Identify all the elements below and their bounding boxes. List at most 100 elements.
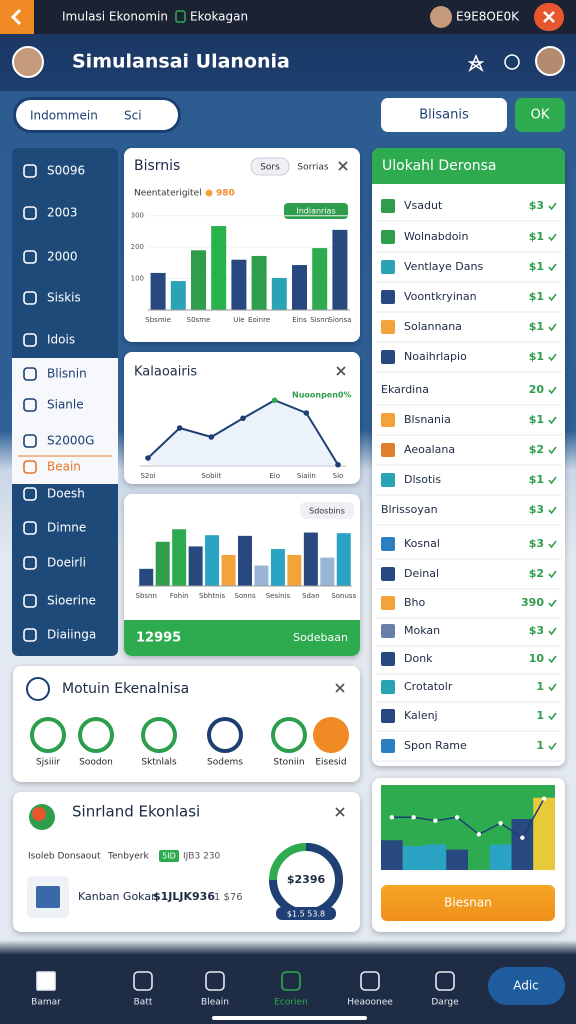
row-name[interactable]: Voontkryinan (404, 290, 477, 303)
row-icon (381, 320, 395, 334)
trend-point (145, 455, 151, 461)
module-icon[interactable] (207, 717, 243, 753)
sidebar-item[interactable]: 2000 (47, 250, 78, 264)
row-name[interactable]: Kalenj (404, 709, 438, 722)
sidebar-item[interactable]: Beain (47, 460, 81, 474)
sidebar-item[interactable]: Diaiinga (47, 628, 96, 642)
info-icon[interactable] (504, 54, 520, 70)
row-icon (381, 290, 395, 304)
sidebar-icon (23, 333, 37, 347)
row-name[interactable]: Deinal (404, 567, 439, 580)
module-icon[interactable] (271, 717, 307, 753)
nav-icon[interactable] (360, 971, 380, 991)
card-title: Motuin Ekenalnisa (62, 681, 189, 697)
nav-label[interactable]: Batt (134, 998, 153, 1008)
close-icon[interactable] (335, 807, 345, 817)
row-name[interactable]: Crotatolr (404, 680, 453, 693)
module-icon[interactable] (141, 717, 177, 753)
share-icon[interactable] (467, 54, 485, 73)
overview-line (391, 798, 545, 839)
row-name[interactable]: Kosnal (404, 537, 440, 550)
check-icon (548, 506, 557, 515)
nav-action-label[interactable]: Adic (513, 979, 539, 993)
module-icon[interactable] (78, 717, 114, 753)
check-icon (548, 446, 557, 455)
row-name[interactable]: Dlsotis (404, 473, 441, 486)
nav-icon[interactable] (435, 971, 455, 991)
x-tick-label: Uie (233, 316, 244, 324)
sidebar-icon (23, 460, 37, 474)
row-name[interactable]: Ventlaye Dans (404, 260, 483, 273)
row-name[interactable]: Blrissoyan (381, 503, 438, 516)
sidebar-item[interactable]: Blisnin (47, 367, 87, 381)
row-name[interactable]: Aeoalana (404, 443, 455, 456)
search-suffix: Sci (124, 109, 142, 123)
row-name[interactable]: Solannana (404, 320, 462, 333)
module-label[interactable]: Stoniin (273, 758, 304, 768)
close-icon[interactable] (338, 161, 348, 171)
check-icon (548, 476, 557, 485)
sidebar-item[interactable]: Idois (47, 333, 75, 347)
tab-pill[interactable] (250, 157, 290, 176)
nav-icon[interactable] (36, 971, 56, 991)
bar (271, 277, 287, 310)
close-icon[interactable] (336, 366, 346, 376)
bottom-nav (0, 958, 576, 1024)
search-field[interactable] (13, 97, 181, 133)
module-label[interactable]: Soodon (79, 758, 113, 768)
module-label[interactable]: Sjsiiir (36, 758, 60, 768)
sidebar-item[interactable]: Dimne (47, 521, 86, 535)
sidebar-item[interactable]: Doesh (47, 487, 85, 501)
list-header (372, 148, 565, 184)
row-name[interactable]: Bho (404, 596, 426, 609)
row-value: $1 (529, 290, 544, 303)
close-icon[interactable] (335, 683, 345, 693)
row-name[interactable]: Ekardina (381, 383, 429, 396)
confirm-label[interactable]: OK (531, 108, 550, 123)
row-name[interactable]: Donk (404, 652, 433, 665)
nav-label[interactable]: Bamar (31, 998, 61, 1008)
sidebar-item[interactable]: S0096 (47, 164, 85, 178)
nav-icon[interactable] (205, 971, 225, 991)
nav-label[interactable]: Darge (431, 998, 459, 1008)
row-name[interactable]: Spon Rame (404, 739, 467, 752)
row-name[interactable]: Vsadut (404, 199, 443, 212)
module-icon[interactable] (30, 717, 66, 753)
row-name[interactable]: Blsnania (404, 413, 451, 426)
sidebar-item[interactable]: Sianle (47, 398, 84, 412)
header-avatar[interactable] (12, 46, 44, 78)
sidebar-item[interactable]: S2000G (47, 434, 94, 448)
module-label[interactable]: Eisesid (315, 758, 346, 768)
nav-icon[interactable] (133, 971, 153, 991)
nav-label[interactable]: Ecorien (274, 998, 308, 1008)
module-icon[interactable] (313, 717, 349, 753)
primary-label[interactable]: Blisanis (419, 108, 469, 123)
row-name[interactable]: Noaihrlapio (404, 350, 467, 363)
sidebar-item[interactable]: Siskis (47, 291, 81, 305)
nav-icon[interactable] (281, 971, 301, 991)
overview-button[interactable] (381, 885, 555, 921)
sidebar-item[interactable]: Sioerine (47, 594, 96, 608)
row-icon (381, 709, 395, 723)
row-value: $1 (529, 320, 544, 333)
header-avatar[interactable] (535, 46, 565, 76)
item-change: 1 $76 (214, 892, 243, 903)
module-label[interactable]: Sodems (207, 758, 243, 768)
tab-label[interactable]: Sors (260, 163, 280, 173)
confirm-button[interactable] (515, 98, 565, 132)
nav-label[interactable]: Heaoonee (347, 998, 393, 1008)
nav-label[interactable]: Bleain (201, 998, 229, 1008)
nav-action[interactable] (488, 967, 565, 1005)
row-name[interactable]: Mokan (404, 624, 440, 637)
sidebar-icon (23, 521, 37, 535)
badge-label: Sdosbins (309, 507, 345, 516)
overview-point (520, 835, 525, 840)
app-icon[interactable] (0, 0, 34, 34)
primary-button[interactable] (381, 98, 507, 132)
sidebar-item[interactable]: Doeirli (47, 556, 86, 570)
sidebar-item[interactable]: 2003 (47, 206, 78, 220)
tab-label[interactable]: Sorrias (297, 163, 328, 173)
module-label[interactable]: Sktnlals (141, 758, 177, 768)
row-name[interactable]: Wolnabdoin (404, 230, 468, 243)
button-label[interactable]: Biesnan (444, 896, 492, 910)
